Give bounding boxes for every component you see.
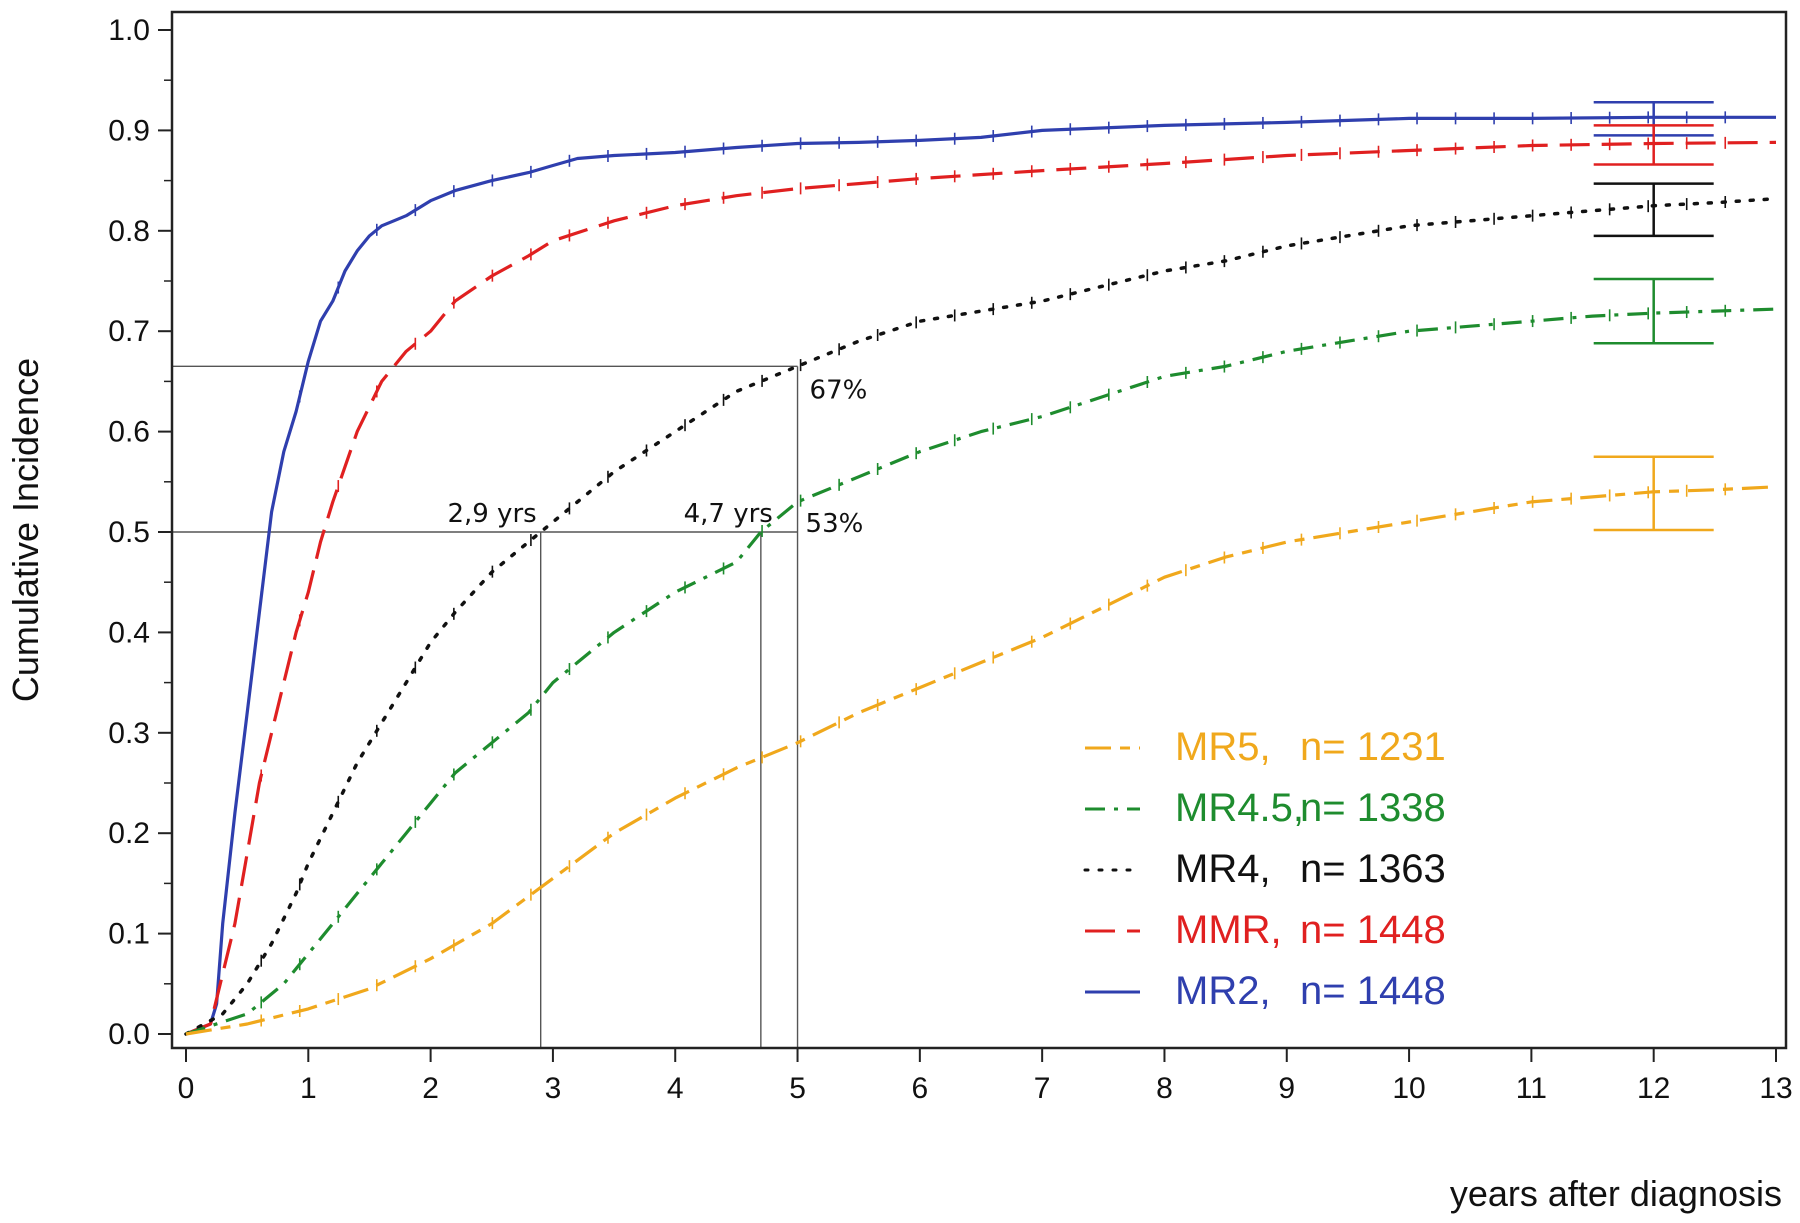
series-mr4-5	[185, 304, 1777, 1036]
y-axis-title: Cumulative Incidence	[5, 358, 46, 702]
legend-item-mr2: MR2, n= 1448	[1085, 969, 1446, 1013]
x-tick-label: 5	[789, 1072, 806, 1105]
ci-bar-mr5	[1593, 455, 1714, 532]
series-mmr	[185, 136, 1777, 1036]
legend-label: MR4,	[1175, 847, 1271, 891]
plot-frame	[170, 10, 1788, 1050]
series-line	[185, 140, 1777, 1036]
y-tick-label: 0.7	[108, 315, 150, 348]
x-tick-label: 1	[300, 1072, 317, 1105]
axes-layer: 0 1 2 3 4 5 6 7 8 9 10 11 12 130.00.10.20.30.40.50.60…	[108, 14, 1792, 1105]
legend-count: n= 1231	[1300, 725, 1446, 769]
series-line	[185, 115, 1776, 1036]
y-tick-label: 0.4	[108, 616, 150, 649]
legend-label: MR4.5,	[1175, 786, 1304, 830]
annotation-label: 2,9 yrs	[447, 499, 536, 529]
x-tick-label: 8	[1156, 1072, 1173, 1105]
confidence-intervals-layer	[1593, 101, 1714, 532]
x-tick-label: 9	[1278, 1072, 1295, 1105]
x-tick-label: 3	[545, 1072, 562, 1105]
ci-bar-mmr	[1593, 124, 1714, 166]
x-tick-label: 0	[178, 1072, 195, 1105]
y-tick-label: 0.1	[108, 918, 150, 951]
annotation-label: 53%	[806, 509, 864, 539]
series-mr2	[185, 111, 1776, 1036]
legend-count: n= 1338	[1300, 786, 1446, 830]
ci-bar-mr4	[1593, 182, 1714, 238]
x-axis-title: years after diagnosis	[1450, 1173, 1782, 1214]
series-line	[185, 307, 1777, 1036]
ci-bar-mr4-5	[1593, 277, 1714, 345]
reference-lines-layer	[172, 365, 799, 1048]
y-tick-label: 0.6	[108, 416, 150, 449]
series-layer	[184, 111, 1778, 1036]
legend-item-mr5: MR5, n= 1231	[1085, 725, 1446, 769]
legend-label: MR5,	[1175, 725, 1271, 769]
y-tick-label: 0.2	[108, 817, 150, 850]
legend: MR5, n= 1231 MR4.5,n= 1338 MR4, n= 1363 MMR, n…	[1083, 725, 1446, 1013]
y-tick-label: 0.5	[108, 516, 150, 549]
series-line	[184, 196, 1778, 1036]
legend-count: n= 1363	[1300, 847, 1446, 891]
legend-count: n= 1448	[1300, 969, 1446, 1013]
x-tick-label: 7	[1034, 1072, 1051, 1105]
legend-label: MR2,	[1175, 969, 1271, 1013]
y-tick-label: 0.9	[108, 114, 150, 147]
legend-count: n= 1448	[1300, 908, 1446, 952]
series-line	[185, 485, 1777, 1036]
x-tick-label: 2	[422, 1072, 439, 1105]
legend-item-mmr: MMR, n= 1448	[1085, 908, 1446, 952]
x-tick-label: 13	[1759, 1072, 1792, 1105]
y-tick-label: 0.3	[108, 717, 150, 750]
y-tick-label: 0.8	[108, 215, 150, 248]
annotation-label: 67%	[810, 375, 868, 405]
y-tick-label: 0.0	[108, 1018, 150, 1051]
legend-item-mr4-5: MR4.5,n= 1338	[1085, 786, 1446, 830]
x-tick-label: 10	[1392, 1072, 1425, 1105]
annotations-layer: 2,9 yrs 4,7 yrs 67% 53%	[447, 375, 867, 539]
legend-label: MMR,	[1175, 908, 1282, 952]
x-tick-label: 11	[1516, 1072, 1547, 1105]
y-tick-label: 1.0	[108, 14, 150, 47]
annotation-label: 4,7 yrs	[684, 499, 773, 529]
series-mr4	[184, 196, 1778, 1036]
x-tick-label: 4	[667, 1072, 684, 1105]
x-tick-label: 12	[1637, 1072, 1670, 1105]
series-mr5	[185, 483, 1777, 1036]
x-tick-label: 6	[912, 1072, 929, 1105]
legend-item-mr4: MR4, n= 1363	[1083, 847, 1446, 891]
